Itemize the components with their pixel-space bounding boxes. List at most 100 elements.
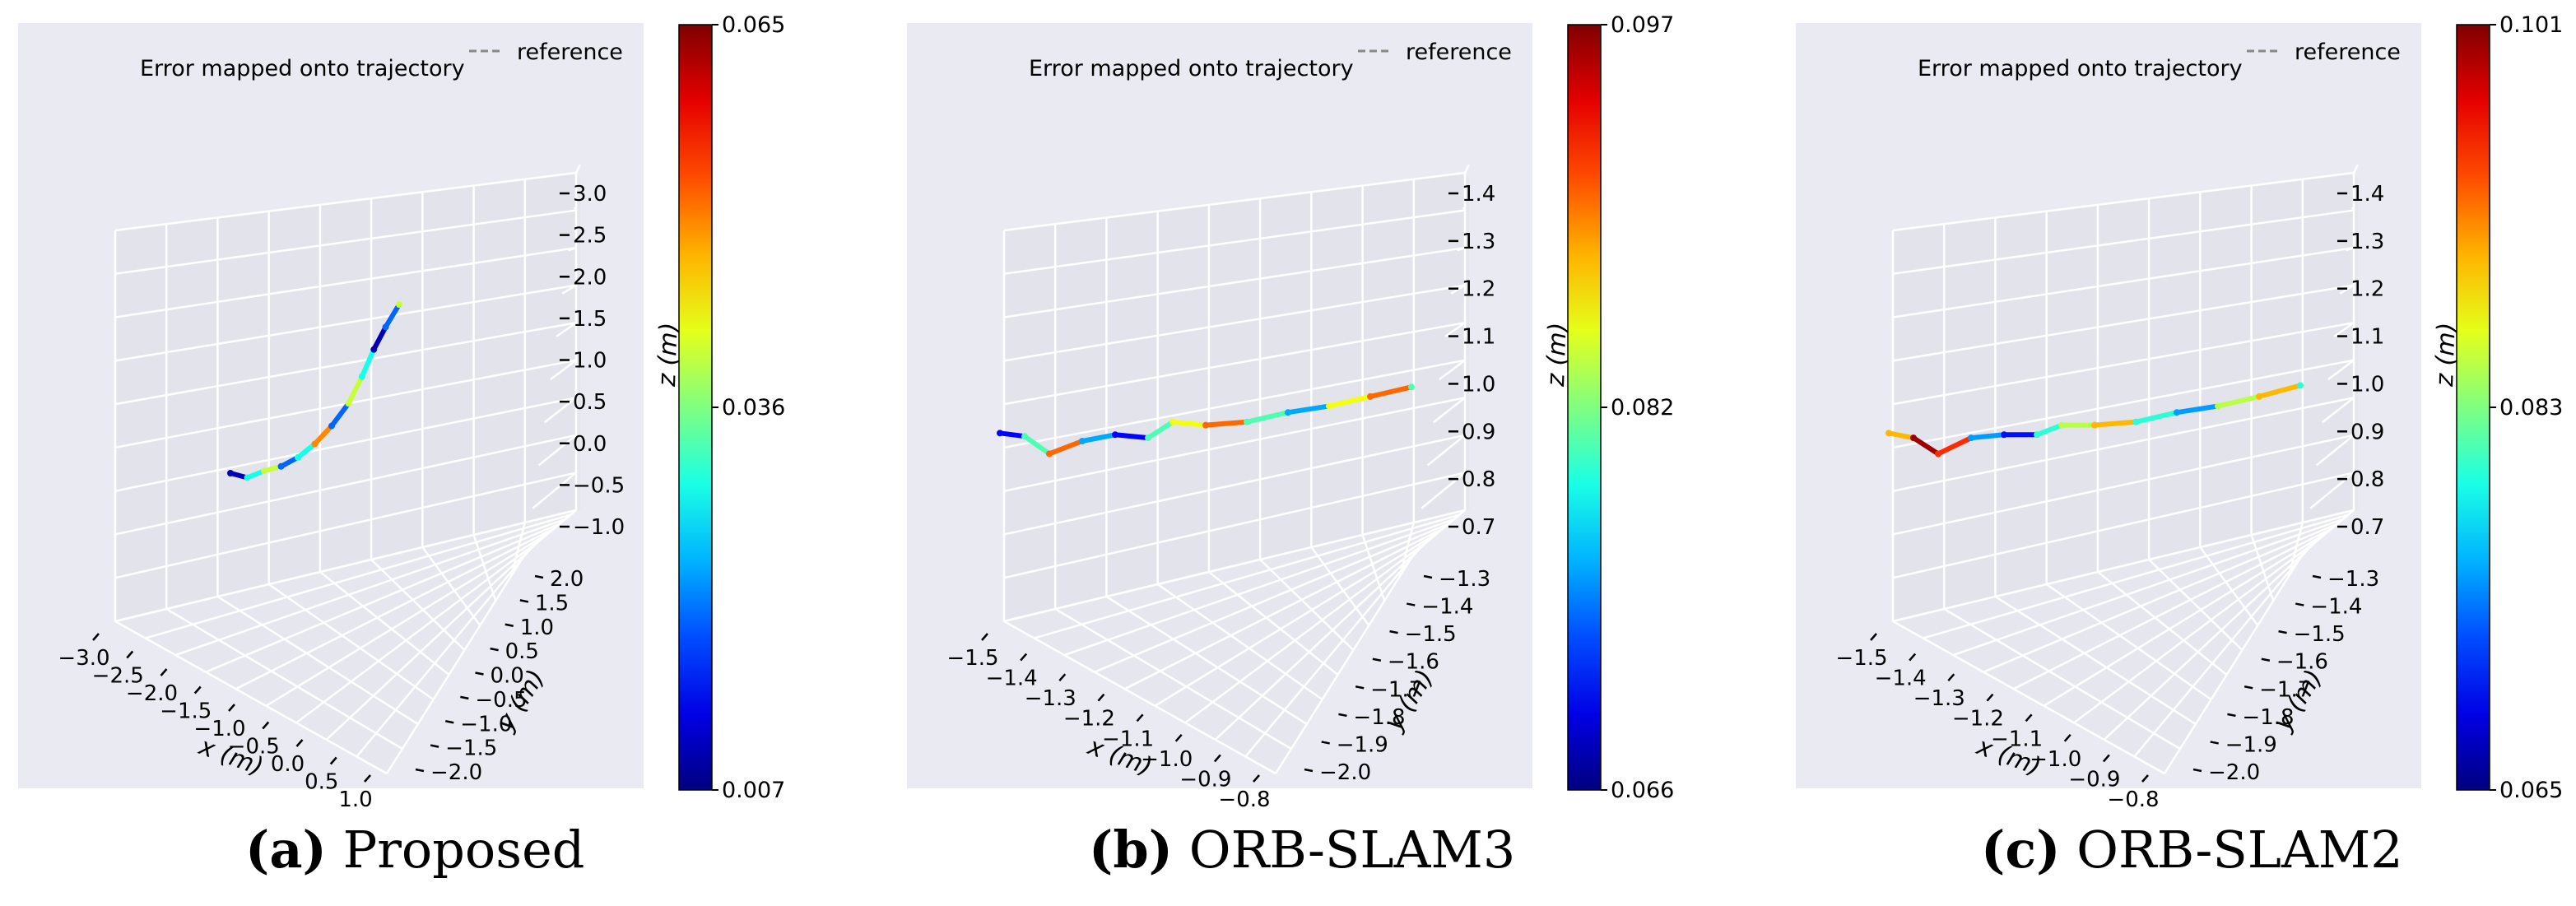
- x-tick: [329, 756, 337, 765]
- grid-line: [2352, 164, 2360, 174]
- grid-line: [1892, 509, 2355, 623]
- z-tick-label: 1.4: [2350, 182, 2384, 207]
- x-tick: [1058, 673, 1067, 681]
- trajectory-point: [2058, 421, 2065, 429]
- grid-line: [1892, 171, 2355, 232]
- y-tick: [2244, 685, 2253, 690]
- y-tick: [430, 744, 439, 748]
- grid-line: [145, 513, 571, 639]
- trajectory-segment: [2174, 403, 2220, 416]
- grid-line: [1983, 523, 2338, 673]
- grid-line: [1274, 551, 1417, 774]
- trajectory-point: [1244, 418, 1250, 425]
- grid-line: [1892, 397, 2355, 492]
- grid-line: [114, 434, 577, 536]
- x-tick: [1020, 653, 1028, 662]
- trajectory-point: [1169, 418, 1176, 425]
- y-tick-label: −1.8: [1353, 705, 1405, 730]
- z-tick-label: 2.0: [573, 265, 607, 290]
- trajectory-point: [1079, 438, 1086, 444]
- chart-proposed: −3.0−2.5−2.0−1.5−1.0−0.50.00.51.0x (m) −2…: [18, 12, 785, 812]
- y-tick-label: −1.4: [2310, 595, 2362, 620]
- colorbar-tick-label: 0.082: [1611, 395, 1674, 420]
- x-tick-label: −0.9: [2068, 767, 2120, 792]
- grid-line: [568, 246, 577, 252]
- trajectory-point: [396, 301, 402, 308]
- trajectory-segment: [1047, 439, 1085, 457]
- z-tick-label: 1.1: [2350, 325, 2384, 350]
- y-tick-label: −1.5: [2294, 622, 2346, 647]
- y-tick: [2295, 602, 2304, 606]
- trajectory-segment: [1080, 432, 1118, 444]
- y-tick-label: 0.0: [491, 664, 524, 689]
- grid-line: [550, 359, 577, 381]
- grid-line: [267, 583, 435, 701]
- grid-line: [1892, 209, 2355, 276]
- grid-line: [265, 532, 550, 707]
- trajectory-segment: [1911, 435, 1941, 457]
- caption-proposed: (a) Proposed: [245, 820, 584, 880]
- trajectory-segment: [346, 374, 365, 407]
- y-tick-label: −1.9: [1337, 732, 1388, 757]
- panel-orb-slam2: −1.5 −1.4 −1.3 −1.2 −1.1 −1.0 −0.9 −0.8 x (m) −2.…: [1778, 0, 2576, 906]
- grid-line: [1003, 434, 1466, 536]
- z-tick-label: 1.5: [573, 307, 607, 332]
- grid-line: [2250, 534, 2275, 602]
- grid-line: [165, 607, 403, 750]
- x-tick: [1097, 693, 1105, 702]
- z-tick-label: 1.0: [1462, 372, 1495, 397]
- grid-line: [2043, 532, 2327, 707]
- x-tick-label: −2.5: [92, 664, 144, 689]
- trajectory-point: [295, 453, 301, 461]
- trajectory-point: [1408, 383, 1415, 391]
- grid-line: [1426, 434, 1466, 467]
- grid-line: [1432, 397, 1466, 424]
- z-tick-label: −1.0: [573, 515, 625, 540]
- grid-line: [356, 546, 533, 758]
- z-tick-label: 0.8: [2350, 467, 2384, 492]
- y-tick-label: −1.6: [1388, 650, 1439, 675]
- grid-line: [2133, 546, 2311, 758]
- grid-line: [114, 209, 577, 276]
- z-tick-label: 0.9: [1462, 420, 1495, 444]
- trajectory-point: [2001, 431, 2007, 439]
- grid-line: [2350, 207, 2355, 211]
- grid-line: [2163, 551, 2306, 774]
- y-tick: [1423, 574, 1433, 579]
- z-tick-label: 1.1: [1462, 325, 1495, 350]
- trajectory-segment: [312, 423, 334, 447]
- trajectory-point: [261, 467, 267, 475]
- trajectory-point: [328, 422, 335, 430]
- trajectory-point: [227, 470, 234, 476]
- y-tick: [475, 671, 484, 676]
- grid-line: [532, 472, 577, 509]
- trajectory-segment: [1327, 393, 1373, 409]
- z-tick-label: 0.8: [1462, 467, 1495, 492]
- y-tick-label: −0.5: [475, 688, 527, 713]
- trajectory-segment: [1146, 419, 1175, 441]
- trajectory-segment: [1936, 435, 1974, 457]
- y-tick: [505, 623, 514, 627]
- x-tick-label: −1.4: [986, 667, 1038, 691]
- grid-line: [1310, 546, 1370, 626]
- x-tick: [228, 704, 235, 712]
- grid-line: [1003, 246, 1466, 318]
- y-tick: [445, 720, 454, 724]
- grid-line: [2103, 541, 2317, 741]
- x-tick: [1909, 653, 1917, 662]
- y-tick: [1389, 630, 1398, 634]
- y-tick-label: −1.9: [2225, 732, 2277, 757]
- caption-label: (b): [1089, 820, 1174, 880]
- grid-line: [2315, 434, 2355, 467]
- x-tick-label: −0.8: [2107, 788, 2159, 812]
- x-tick-label: 0.0: [271, 752, 305, 777]
- grid-line: [114, 171, 577, 232]
- x-tick: [981, 633, 988, 641]
- grid-line: [1892, 246, 2355, 318]
- z-tick-label: 1.0: [2350, 372, 2384, 397]
- trajectory-segment: [2092, 419, 2138, 428]
- grid-line: [295, 537, 544, 724]
- z-tick-label: 0.0: [573, 432, 607, 457]
- x-tick-label: −1.1: [1102, 727, 1154, 751]
- grid-line: [1892, 321, 2355, 406]
